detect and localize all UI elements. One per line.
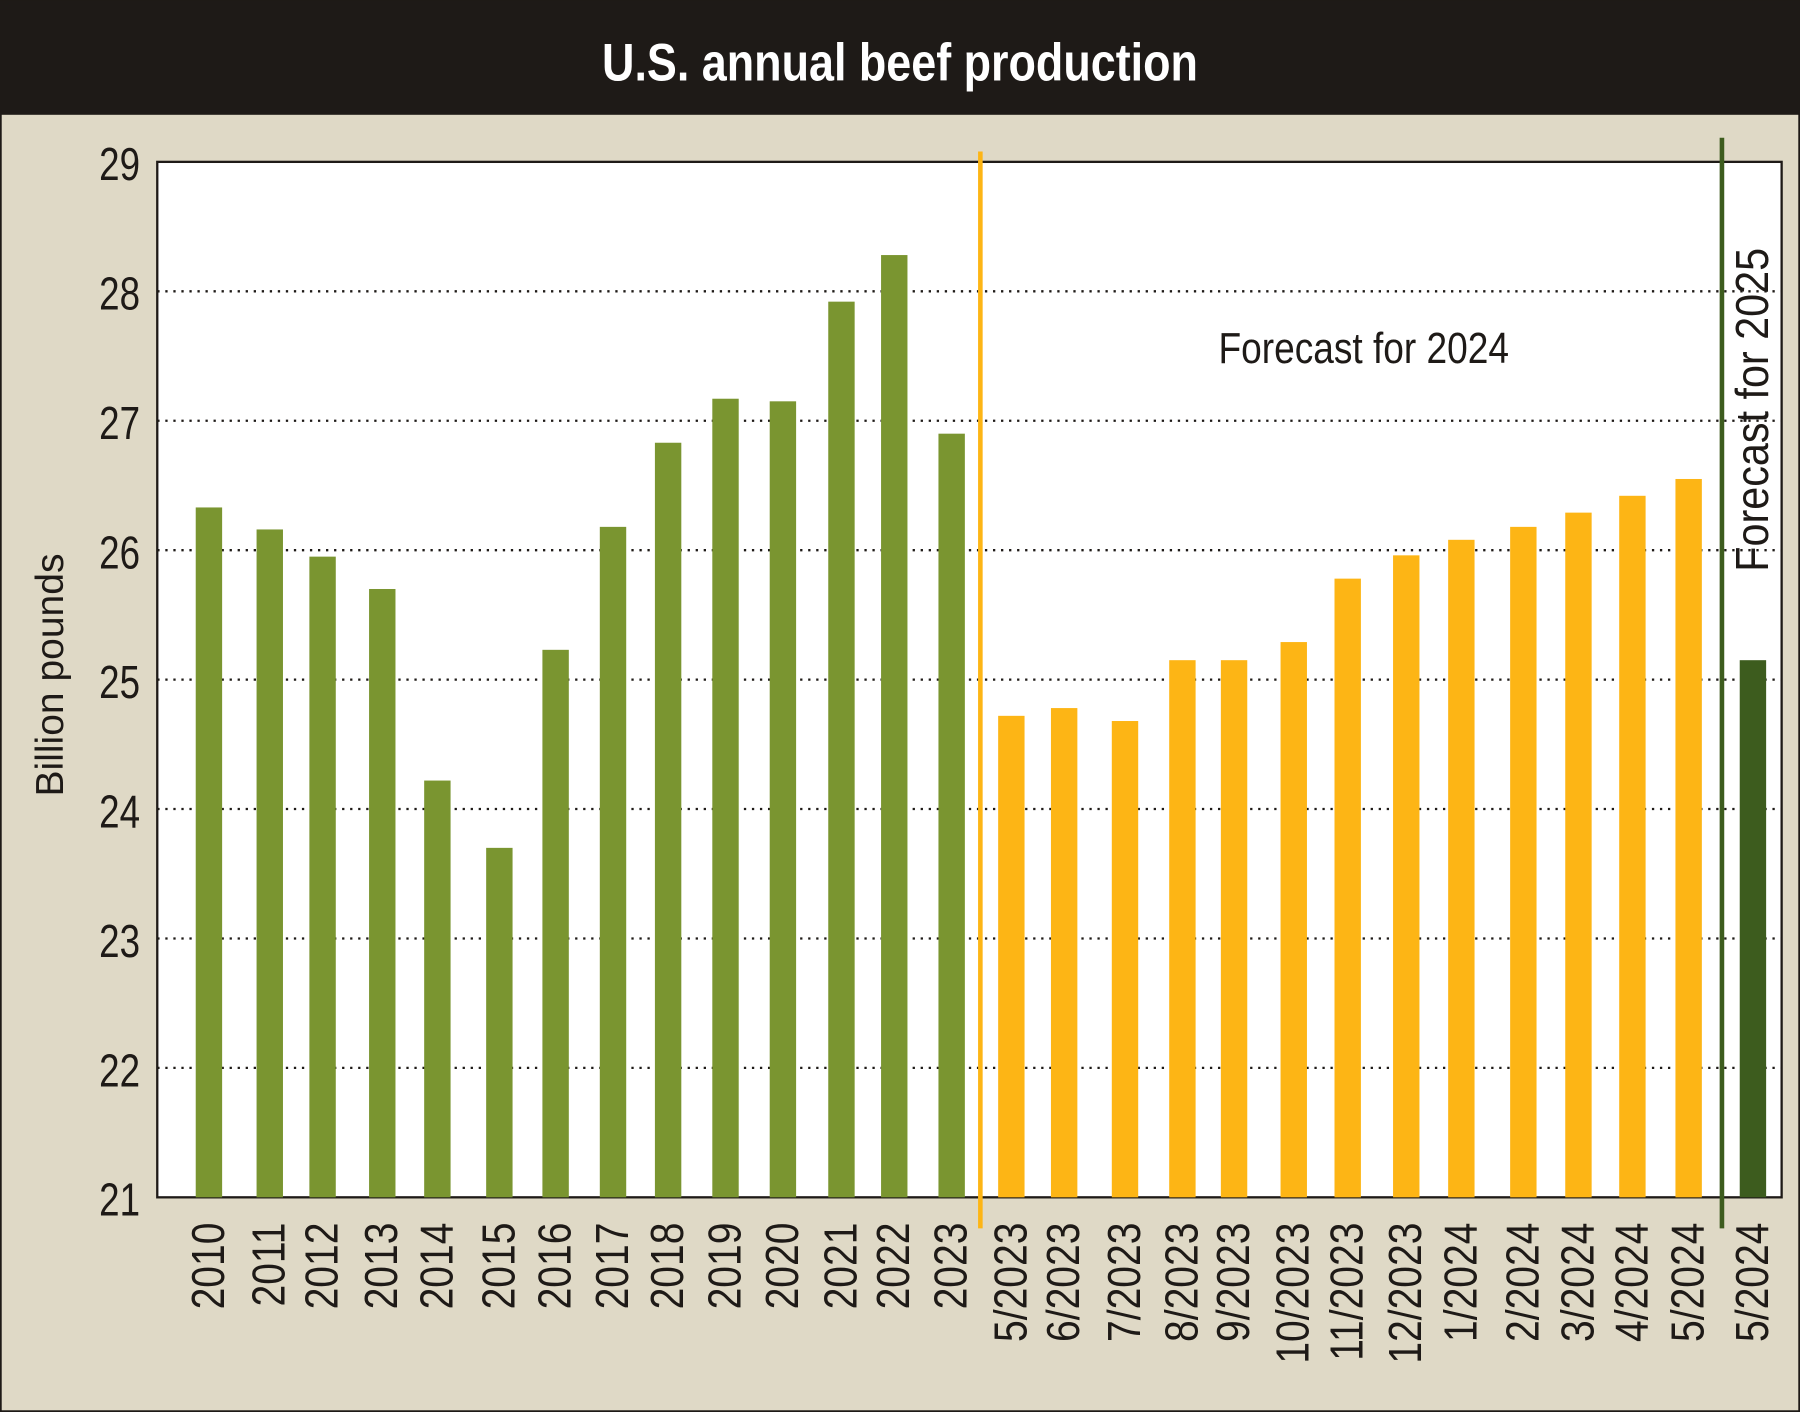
x-tick-label: 3/2024 <box>1552 1223 1604 1342</box>
x-tick-label: 9/2023 <box>1208 1223 1260 1342</box>
x-tick-label: 11/2023 <box>1322 1223 1374 1361</box>
x-tick-label: 10/2023 <box>1268 1223 1320 1364</box>
bar-2012 <box>309 556 336 1198</box>
x-tick-label: 5/2024 <box>1663 1223 1715 1342</box>
bar-7-2023 <box>1111 721 1139 1198</box>
bar-5-2023 <box>998 715 1025 1198</box>
y-tick-label: 21 <box>99 1174 140 1226</box>
bar-2016 <box>542 649 569 1198</box>
x-tick-label: 2012 <box>297 1223 349 1310</box>
y-tick-label: 26 <box>99 527 140 579</box>
bar-1-2024 <box>1448 539 1475 1198</box>
annotation-forecast-2024: Forecast for 2024 <box>1219 323 1510 373</box>
bar-8-2023 <box>1169 660 1196 1198</box>
y-tick-label: 28 <box>99 268 140 320</box>
x-tick-label: 2014 <box>411 1223 463 1310</box>
y-tick-label: 25 <box>99 656 140 708</box>
x-tick-label: 5/2024 <box>1727 1223 1779 1342</box>
x-tick-label: 2021 <box>815 1223 867 1310</box>
bar-2-2024 <box>1510 526 1537 1198</box>
x-tick-label: 2020 <box>757 1223 809 1310</box>
x-tick-label: 8/2023 <box>1156 1223 1208 1342</box>
bar-10-2023 <box>1280 642 1307 1198</box>
x-tick-label: 5/2023 <box>985 1223 1037 1342</box>
bar-2018 <box>654 442 682 1198</box>
chart-title: U.S. annual beef production <box>602 34 1198 92</box>
x-tick-label: 2018 <box>642 1223 694 1310</box>
x-tick-label: 2022 <box>868 1223 920 1310</box>
x-tick-label: 2011 <box>244 1223 296 1307</box>
x-tick-label: 2023 <box>926 1223 978 1310</box>
x-tick-label: 2013 <box>356 1223 408 1310</box>
y-tick-label: 29 <box>99 138 140 190</box>
bar-2022 <box>881 255 908 1198</box>
x-tick-label: 2017 <box>587 1223 639 1310</box>
x-tick-label: 6/2023 <box>1038 1223 1090 1342</box>
y-tick-label: 23 <box>99 915 140 967</box>
title-bar <box>0 0 1800 115</box>
x-tick-label: 2010 <box>183 1223 235 1310</box>
bar-2013 <box>369 588 396 1198</box>
bar-5-2024 <box>1675 478 1702 1198</box>
bar-9-2023 <box>1220 660 1248 1198</box>
bar-2019 <box>712 398 739 1198</box>
bar-11-2023 <box>1334 578 1361 1198</box>
bar-2010 <box>195 507 223 1198</box>
y-tick-label: 24 <box>99 785 140 837</box>
x-tick-label: 4/2024 <box>1606 1223 1658 1342</box>
x-tick-label: 12/2023 <box>1380 1223 1432 1364</box>
bar-5-2024 <box>1739 660 1767 1198</box>
y-tick-label: 27 <box>99 397 140 449</box>
bar-2017 <box>599 526 627 1198</box>
annotation-forecast-2025: Forecast for 2025 <box>1727 248 1779 572</box>
x-tick-label: 1/2024 <box>1435 1223 1487 1342</box>
bar-4-2024 <box>1619 495 1646 1198</box>
x-tick-label: 2019 <box>699 1223 751 1310</box>
x-tick-label: 2015 <box>473 1223 525 1310</box>
bar-3-2024 <box>1565 512 1592 1198</box>
bar-2014 <box>424 780 451 1198</box>
bar-6-2023 <box>1050 708 1078 1198</box>
bar-2015 <box>486 847 513 1198</box>
bar-2023 <box>938 433 965 1198</box>
y-tick-label: 22 <box>99 1044 140 1096</box>
y-axis-label: Billion pounds <box>29 554 72 797</box>
x-tick-label: 2016 <box>530 1223 582 1310</box>
bar-12-2023 <box>1393 555 1420 1198</box>
x-tick-label: 7/2023 <box>1099 1223 1151 1342</box>
x-tick-label: 2/2024 <box>1497 1223 1549 1342</box>
bar-2020 <box>769 401 797 1198</box>
bar-2021 <box>828 301 855 1198</box>
bar-2011 <box>256 529 283 1198</box>
